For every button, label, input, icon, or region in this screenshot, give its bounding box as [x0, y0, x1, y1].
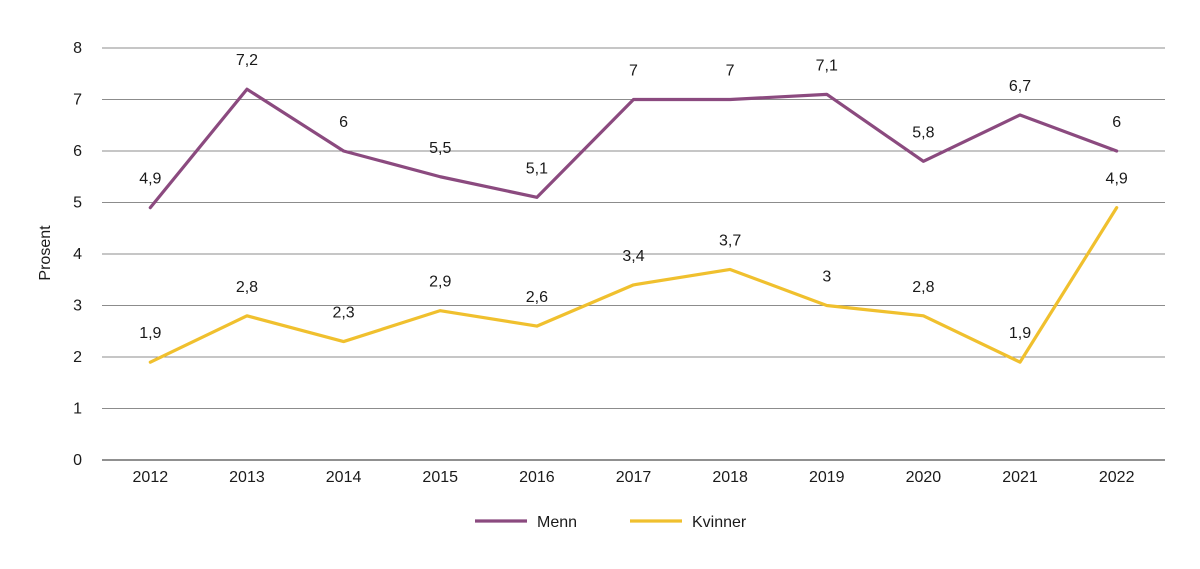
- data-label-kvinner: 1,9: [139, 325, 161, 342]
- series-line-menn: [148, 87, 1119, 210]
- x-tick-label: 2020: [906, 469, 942, 486]
- x-tick-label: 2015: [422, 469, 458, 486]
- data-label-menn: 7,1: [816, 57, 838, 74]
- data-label-menn: 5,5: [429, 140, 451, 157]
- data-label-kvinner: 2,9: [429, 274, 451, 291]
- data-label-kvinner: 2,6: [526, 289, 548, 306]
- y-tick-label: 8: [73, 40, 82, 57]
- y-tick-label: 0: [73, 452, 82, 469]
- x-tick-label: 2013: [229, 469, 265, 486]
- x-tick-label: 2016: [519, 469, 555, 486]
- x-tick-label: 2018: [712, 469, 748, 486]
- data-label-kvinner: 3,7: [719, 232, 741, 249]
- data-label-kvinner: 1,9: [1009, 325, 1031, 342]
- data-label-kvinner: 2,3: [332, 305, 354, 322]
- y-tick-label: 2: [73, 349, 82, 366]
- data-label-menn: 6: [1112, 114, 1121, 131]
- x-tick-label: 2017: [616, 469, 652, 486]
- data-label-kvinner: 3: [822, 269, 831, 286]
- y-tick-label: 5: [73, 195, 82, 212]
- legend-label-menn: Menn: [537, 514, 577, 531]
- data-label-menn: 7: [726, 63, 735, 80]
- data-label-kvinner: 2,8: [236, 279, 258, 296]
- data-label-menn: 6,7: [1009, 78, 1031, 95]
- data-label-menn: 6: [339, 114, 348, 131]
- series-lines: [148, 87, 1119, 364]
- y-tick-label: 4: [73, 246, 82, 263]
- y-tick-label: 6: [73, 143, 82, 160]
- x-axis-ticks: 2012 2013 2014 2015 2016 2017 2018 2019 2020 2021…: [133, 469, 1135, 486]
- x-tick-label: 2012: [133, 469, 169, 486]
- data-labels: 4,9 7,2 6 5,5 5,1 7 7 7,1 5,8 6,7 6 1,9 2,8 2,3 2,9 2,6…: [139, 52, 1128, 342]
- y-tick-label: 1: [73, 401, 82, 418]
- gridlines: [102, 47, 1165, 461]
- data-label-kvinner: 4,9: [1106, 171, 1128, 188]
- y-axis-ticks: 0 1 2 3 4 5 6 7 8: [73, 40, 82, 469]
- series-line-kvinner: [148, 206, 1119, 364]
- data-label-menn: 7: [629, 63, 638, 80]
- x-tick-label: 2014: [326, 469, 362, 486]
- y-axis-title: Prosent: [37, 225, 54, 281]
- data-label-menn: 7,2: [236, 52, 258, 69]
- x-tick-label: 2019: [809, 469, 845, 486]
- x-tick-label: 2022: [1099, 469, 1135, 486]
- data-label-menn: 5,1: [526, 160, 548, 177]
- y-tick-label: 7: [73, 92, 82, 109]
- data-label-kvinner: 2,8: [912, 279, 934, 296]
- data-label-menn: 4,9: [139, 171, 161, 188]
- data-label-kvinner: 3,4: [622, 248, 644, 265]
- x-tick-label: 2021: [1002, 469, 1038, 486]
- data-label-menn: 5,8: [912, 124, 934, 141]
- legend-label-kvinner: Kvinner: [692, 514, 747, 531]
- legend: Menn Kvinner: [475, 514, 747, 531]
- y-tick-label: 3: [73, 298, 82, 315]
